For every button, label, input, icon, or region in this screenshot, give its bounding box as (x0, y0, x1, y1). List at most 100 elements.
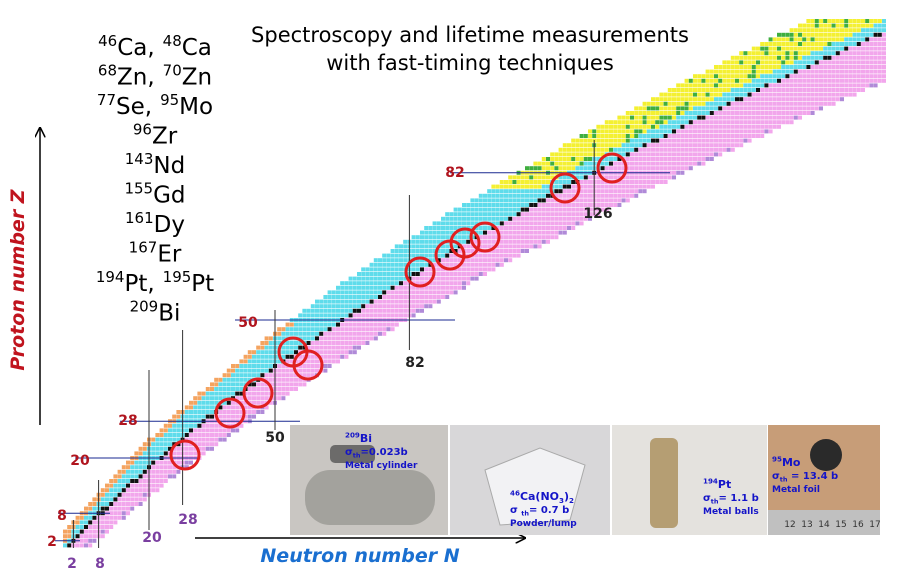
nuclide (832, 93, 836, 97)
nuclide (680, 102, 684, 106)
proton-magic-number: 50 (238, 315, 258, 331)
nuclide (508, 235, 512, 239)
nuclide (853, 65, 857, 69)
nuclide (869, 28, 873, 32)
nuclide (517, 198, 521, 202)
nuclide (386, 290, 390, 294)
nuclide (722, 139, 726, 143)
nuclide (546, 231, 550, 235)
nuclide (151, 447, 155, 451)
nuclide (638, 148, 642, 152)
nuclide (315, 323, 319, 327)
nuclide (386, 304, 390, 308)
nuclide (479, 194, 483, 198)
nuclide (701, 79, 705, 83)
nuclide (664, 120, 668, 124)
nuclide (202, 433, 206, 437)
nuclide (739, 93, 743, 97)
nuclide (676, 162, 680, 166)
nuclide (361, 332, 365, 336)
nuclide (559, 194, 563, 198)
nuclide (122, 488, 126, 492)
nuclide (731, 134, 735, 138)
nuclide (227, 433, 231, 437)
nuclide (458, 272, 462, 276)
nuclide (785, 47, 789, 51)
nuclide (420, 263, 424, 267)
nuclide (655, 152, 659, 156)
nuclide (542, 208, 546, 212)
nuclide (118, 511, 122, 515)
nuclide (269, 373, 273, 377)
nuclide (231, 392, 235, 396)
nuclide (554, 185, 558, 189)
nuclide (840, 93, 844, 97)
proton-magic-number: 2 (47, 534, 57, 550)
nuclide (815, 19, 819, 23)
nuclide (512, 185, 516, 189)
nuclide (781, 47, 785, 51)
nuclide (605, 162, 609, 166)
nuclide (769, 47, 773, 51)
nuclide (126, 474, 130, 478)
nuclide (790, 83, 794, 87)
nuclide (223, 410, 227, 414)
nuclide (727, 125, 731, 129)
nuclide (647, 106, 651, 110)
nuclide (605, 134, 609, 138)
nuclide (760, 83, 764, 87)
nuclide (869, 56, 873, 60)
nuclide (727, 143, 731, 147)
nuclide (701, 125, 705, 129)
nuclide (827, 88, 831, 92)
nuclide (832, 79, 836, 83)
nuclide (143, 451, 147, 455)
nuclide (441, 249, 445, 253)
nuclide (798, 33, 802, 37)
nuclide (122, 474, 126, 478)
nuclide (756, 111, 760, 115)
nuclide (790, 102, 794, 106)
nuclide (760, 42, 764, 46)
nuclide (294, 323, 298, 327)
nuclide (743, 139, 747, 143)
nuclide (210, 438, 214, 442)
nuclide (802, 111, 806, 115)
nuclide (676, 93, 680, 97)
nuclide (483, 231, 487, 235)
nuclide (353, 277, 357, 281)
nuclide (819, 65, 823, 69)
nuclide (311, 323, 315, 327)
nuclide (848, 47, 852, 51)
nuclide (361, 281, 365, 285)
nuclide (101, 534, 105, 538)
nuclide (260, 396, 264, 400)
nuclide (546, 221, 550, 225)
nuclide (382, 254, 386, 258)
nuclide (134, 484, 138, 488)
nuclide (378, 263, 382, 267)
nuclide (848, 65, 852, 69)
nuclide (714, 83, 718, 87)
nuclide (680, 88, 684, 92)
nuclide (336, 350, 340, 354)
nuclide (260, 355, 264, 359)
nuclide (584, 162, 588, 166)
nuclide (336, 300, 340, 304)
nuclide (563, 175, 567, 179)
nuclide (332, 323, 336, 327)
nuclide (781, 51, 785, 55)
nuclide (626, 111, 630, 115)
nuclide (122, 507, 126, 511)
nuclide (231, 428, 235, 432)
nuclide (689, 139, 693, 143)
nuclide (412, 267, 416, 271)
nuclide (806, 37, 810, 41)
nuclide (559, 157, 563, 161)
nuclide (785, 116, 789, 120)
nuclide (874, 42, 878, 46)
nuclide (168, 438, 172, 442)
nuclide (638, 152, 642, 156)
nuclide (622, 185, 626, 189)
